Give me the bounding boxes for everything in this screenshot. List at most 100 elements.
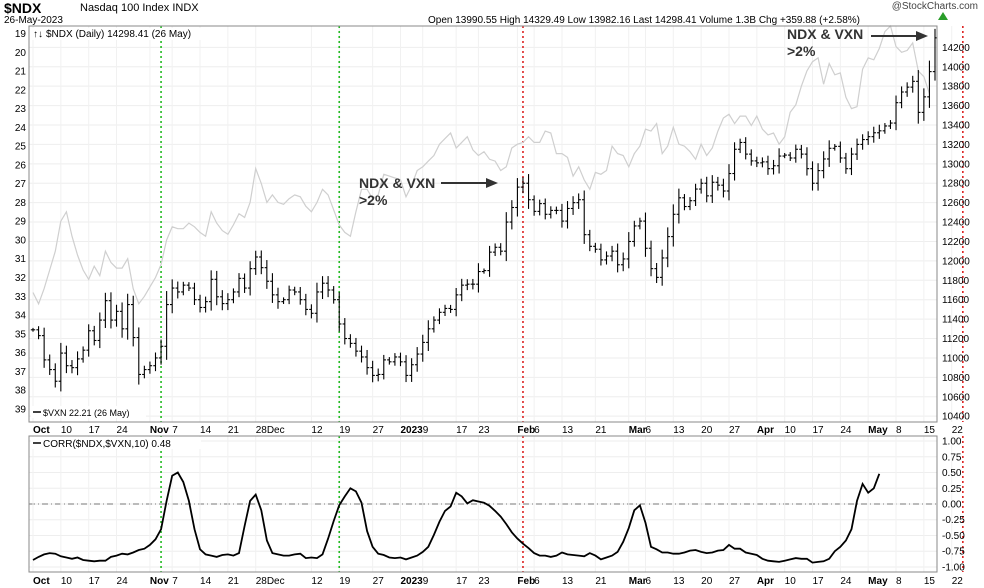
ohlc-bar — [921, 88, 927, 121]
vxn-tick-label: 28 — [15, 198, 27, 209]
ohlc-bar — [531, 195, 537, 216]
ohlc-bar — [698, 178, 704, 194]
ohlc-bar — [376, 368, 381, 382]
x-tick-label: Mar — [629, 576, 647, 587]
price-panel-grid — [29, 26, 953, 422]
ohlc-bar — [704, 176, 709, 203]
ohlc-bar — [671, 204, 676, 247]
corr-panel-grid — [29, 436, 953, 572]
vxn-tick-label: 20 — [15, 48, 27, 59]
ohlc-bar — [543, 198, 548, 220]
ohlc-bar — [648, 240, 654, 277]
ohlc-bar — [609, 245, 615, 262]
ohlc-bar — [899, 86, 904, 109]
ohlc-bar — [348, 334, 353, 348]
ohlc-bar — [799, 144, 804, 159]
x-tick-label: 19 — [339, 576, 351, 587]
ohlc-bar — [275, 287, 281, 309]
ohlc-bar — [337, 292, 342, 332]
ohlc-bar — [175, 281, 180, 299]
ohlc-bar — [303, 293, 309, 316]
x-tick-label: Apr — [757, 576, 774, 587]
ohlc-bar — [465, 279, 470, 291]
ohlc-bar — [169, 279, 175, 314]
ohlc-bar — [153, 352, 158, 372]
x-tick-label: Nov — [150, 576, 169, 587]
ohlc-bar — [403, 355, 409, 383]
x-tick-label: Apr — [757, 425, 774, 436]
price-tick-label: 11800 — [942, 276, 970, 287]
ohlc-bar — [64, 345, 69, 374]
ohlc-bar — [270, 273, 275, 303]
x-tick-label: 23 — [478, 425, 490, 436]
vxn-tick-label: 35 — [15, 329, 27, 340]
ohlc-bar — [36, 326, 41, 340]
vxn-tick-label: 34 — [15, 311, 27, 322]
x-tick-label: 17 — [456, 576, 468, 587]
corr-line — [32, 471, 881, 564]
ohlc-bar — [487, 245, 492, 277]
vxn-tick-label: 39 — [15, 404, 27, 415]
price-tick-label: 12400 — [942, 218, 970, 229]
x-tick-label: 9 — [423, 425, 429, 436]
ohlc-bar — [387, 357, 392, 365]
ohlc-bar — [827, 140, 832, 167]
price-tick-label: 13800 — [942, 82, 970, 93]
price-tick-label: 10400 — [942, 412, 970, 423]
vxn-tick-label: 29 — [15, 217, 27, 228]
ohlc-bar — [331, 286, 336, 304]
ohlc-bar — [214, 270, 219, 306]
ohlc-bar — [587, 229, 592, 252]
vxn-tick-label: 37 — [15, 367, 27, 378]
ohlc-bar — [788, 152, 793, 161]
x-tick-label: Feb — [517, 425, 535, 436]
ohlc-bar — [643, 212, 648, 257]
ohlc-bar — [58, 342, 64, 392]
ohlc-bar — [526, 174, 531, 209]
price-tick-label: 10600 — [942, 392, 970, 403]
annotation-2: NDX & VXN >2% — [787, 26, 928, 59]
ohlc-bar — [843, 152, 849, 174]
corr-tick-label: -0.25 — [942, 515, 965, 526]
ohlc-bar — [559, 203, 565, 228]
ohlc-bar — [765, 155, 771, 175]
x-tick-label: 12 — [311, 425, 323, 436]
x-tick-label: 24 — [117, 425, 129, 436]
ohlc-bar — [264, 260, 270, 289]
chart-symbol: $NDX — [4, 0, 42, 16]
ohlc-bar — [888, 120, 893, 129]
ohlc-bar — [325, 276, 331, 298]
x-tick-label: 10 — [61, 576, 73, 587]
ohlc-bar — [854, 138, 860, 160]
x-tick-label: 23 — [478, 576, 490, 587]
ohlc-bar — [687, 197, 693, 211]
ohlc-bar — [364, 349, 370, 375]
ohlc-bar — [119, 302, 125, 338]
x-tick-label: 22 — [952, 425, 964, 436]
vxn-tick-label: 36 — [15, 348, 27, 359]
ohlc-bar — [481, 268, 487, 274]
x-tick-label: 28Dec — [256, 576, 285, 587]
ohlc-bar — [41, 327, 47, 368]
ohlc-bar — [916, 70, 921, 124]
x-tick-label: 14 — [200, 425, 212, 436]
ohlc-bar — [381, 354, 386, 380]
ohlc-bar — [158, 339, 164, 365]
ohlc-bar — [520, 177, 526, 194]
ohlc-bar — [86, 324, 91, 357]
ohlc-bar — [292, 286, 297, 296]
ohlc-bar — [92, 325, 97, 346]
ohlc-bar — [80, 346, 86, 363]
ohlc-bar — [871, 126, 876, 143]
x-tick-label: 20 — [701, 425, 713, 436]
ohlc-bar — [320, 276, 325, 300]
x-tick-label: 17 — [813, 576, 825, 587]
ohlc-bar — [192, 282, 197, 306]
vxn-tick-label: 24 — [15, 123, 27, 134]
annotation-1: NDX & VXN >2% — [359, 175, 498, 208]
x-tick-label: 24 — [840, 576, 852, 587]
price-tick-label: 13000 — [942, 159, 970, 170]
ohlc-bar — [504, 212, 509, 262]
ohlc-bar — [309, 304, 314, 319]
vxn-legend: $VXN 22.21 (26 May) — [31, 406, 146, 418]
